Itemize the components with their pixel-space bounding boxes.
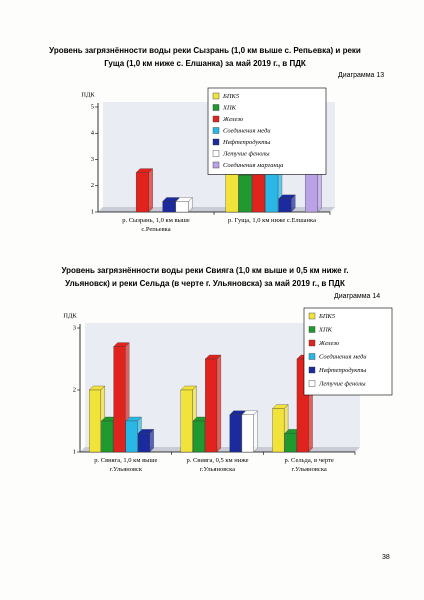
legend-label: ХПК: [222, 104, 237, 111]
bar: [229, 414, 242, 453]
bar-side: [253, 410, 258, 453]
plot-floor: [98, 207, 335, 212]
legend-swatch: [212, 127, 220, 134]
legend-label: БПК5: [222, 93, 240, 100]
y-tick-label: 4: [91, 130, 95, 137]
legend-swatch: [308, 326, 316, 333]
caption: Диаграмма 14: [334, 293, 381, 300]
y-tick-label: 2: [91, 182, 94, 189]
legend-label: Летучие фенолы: [222, 150, 270, 157]
caption: Диаграмма 13: [338, 72, 385, 79]
legend-swatch: [308, 339, 316, 347]
bar: [272, 408, 285, 453]
bar: [205, 358, 218, 453]
bar: [180, 389, 193, 453]
legend-label: Соединения меди: [319, 353, 367, 360]
bar: [101, 420, 114, 453]
x-tick-label: р. Свияга, 0,5 км ниже г.Ульяновска: [186, 457, 249, 473]
legend-label: Нефтепродукты: [222, 139, 271, 146]
bar: [238, 175, 252, 213]
legend-label: Летучие фенолы: [318, 380, 366, 387]
y-tick-label: 2: [73, 386, 76, 393]
x-tick-label: р. Гуща, 1,0 км ниже с.Елшанка: [228, 217, 316, 224]
x-tick-label: р. Сельда, в черте г.Ульяновска: [284, 457, 334, 473]
bar-side: [148, 168, 153, 213]
legend-swatch: [308, 380, 316, 387]
legend-box: [303, 307, 393, 396]
legend-swatch: [212, 138, 220, 146]
bar: [284, 433, 297, 453]
chart-title: Уровень загрязнённости воды реки Свияга …: [61, 266, 349, 288]
y-axis-label: ПДК: [63, 312, 77, 319]
legend-swatch: [308, 366, 316, 374]
legend-swatch: [212, 115, 220, 123]
bar: [89, 389, 101, 453]
legend-swatch: [308, 353, 316, 360]
bar: [278, 198, 292, 213]
bar: [192, 420, 205, 453]
page-number: 38: [382, 554, 390, 561]
bar: [162, 201, 176, 213]
legend-swatch: [212, 150, 220, 157]
legend-swatch: [212, 161, 220, 169]
legend-swatch: [212, 92, 220, 100]
legend-swatch: [212, 104, 220, 111]
y-axis-label: ПДК: [81, 91, 95, 98]
x-tick-label: р. Сызрань, 1,0 км выше с.Репьевка: [122, 217, 190, 233]
legend-label: БПК5: [318, 313, 336, 320]
bar: [137, 433, 150, 453]
legend-label: Нефтепродукты: [318, 367, 367, 374]
y-tick-label: 1: [73, 448, 76, 455]
bar: [265, 169, 279, 213]
legend-swatch: [308, 312, 316, 320]
y-tick-label: 5: [91, 103, 94, 110]
bar: [175, 201, 189, 213]
legend-box: [207, 87, 327, 175]
bar: [251, 172, 265, 213]
legend-label: Соединения меди: [223, 127, 271, 134]
legend-label: Железо: [318, 340, 340, 347]
bar: [125, 420, 138, 453]
legend-label: ХПК: [318, 326, 333, 333]
y-tick-label: 3: [91, 156, 94, 163]
legend-label: Железо: [222, 116, 244, 123]
y-tick-label: 1: [91, 208, 94, 215]
x-tick-label: р. Свияга, 1,0 км выше г.Ульяновск: [94, 457, 158, 473]
y-tick-label: 3: [73, 324, 76, 331]
bar: [113, 346, 126, 453]
bar: [296, 358, 309, 453]
bar-side: [216, 354, 222, 453]
legend-label: Соединения марганца: [223, 162, 283, 169]
bar: [241, 414, 254, 453]
bar: [135, 172, 149, 213]
chart-title: Уровень загрязнённости воды реки Сызрань…: [49, 46, 361, 68]
